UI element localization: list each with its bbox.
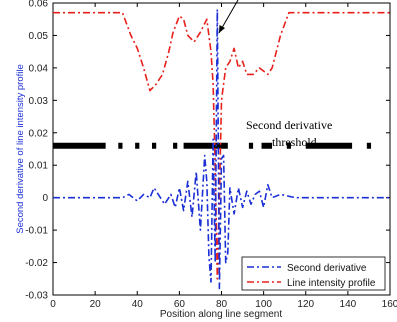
- y-tick-label: 0.02: [29, 128, 49, 139]
- y-tick-label: 0.06: [29, 0, 49, 10]
- legend-box: [241, 256, 386, 291]
- y-tick-label: 0: [42, 193, 48, 204]
- axis-ticks: 0 20 40 60 80 100 120 140 160 -0.03 -0.02 -0.01 0 0.0…: [25, 0, 397, 310]
- y-tick-label: -0.02: [25, 258, 48, 269]
- x-tick-label: 0: [50, 299, 56, 310]
- x-tick-label: 100: [255, 299, 272, 310]
- x-tick-label: 20: [90, 299, 102, 310]
- y-tick-label: -0.03: [25, 291, 48, 302]
- legend-label-line-intensity: Line intensity profile: [287, 278, 376, 289]
- threshold-label-line2: threshold: [272, 135, 317, 149]
- series-second-derivative: [53, 11, 390, 280]
- y-axis-label: Second derivative of line intensity prof…: [15, 64, 26, 234]
- plot-area: [52, 2, 391, 296]
- peak-arrow: [218, 0, 239, 34]
- x-tick-label: 160: [382, 299, 397, 310]
- x-axis-label: Position along line segment: [160, 309, 283, 320]
- series-group: [53, 8, 390, 290]
- x-tick-label: 120: [297, 299, 314, 310]
- x-tick-label: 40: [132, 299, 144, 310]
- series-line-intensity-profile: [53, 8, 390, 290]
- y-tick-label: 0.03: [29, 96, 49, 107]
- legend: Second derivative Line intensity profile: [241, 256, 386, 291]
- x-tick-label: 60: [174, 299, 186, 310]
- threshold-label-line1: Second derivative: [246, 118, 332, 132]
- y-tick-label: 0.01: [29, 161, 49, 172]
- y-tick-label: -0.01: [25, 226, 48, 237]
- y-tick-label: 0.05: [29, 31, 49, 42]
- x-tick-label: 140: [340, 299, 357, 310]
- y-tick-label: 0.04: [29, 63, 49, 74]
- legend-label-second-derivative: Second derivative: [287, 263, 367, 274]
- x-tick-label: 80: [216, 299, 228, 310]
